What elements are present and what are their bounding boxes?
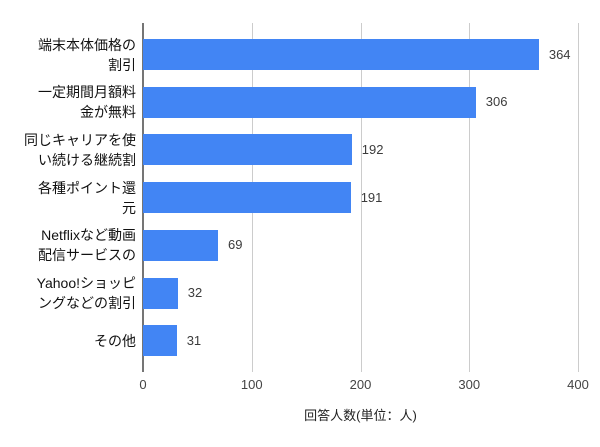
gridline [469,23,471,372]
category-label: 同じキャリアを使い続ける継続割 [0,130,136,170]
category-label: 端末本体価格の割引 [0,35,136,75]
x-tick-label: 300 [458,377,481,392]
gridline [578,23,579,372]
category-label: 各種ポイント還元 [0,178,136,218]
bar [143,86,476,118]
bar [143,277,178,309]
bar [143,325,177,357]
category-label: その他 [0,331,136,351]
x-axis-title: 回答人数(単位：人) [304,408,417,423]
category-label: Netflixなど動画 配信サービスの [0,225,136,265]
category-label: 一定期間月額料金が無料 [0,82,136,122]
category-label-line: 金が無料 [80,104,136,121]
category-label-line: 配信サービスの [38,247,136,264]
bar-value-label: 306 [485,94,508,110]
bar-value-label: 192 [361,141,384,157]
category-label-line: 端末本体価格の [38,36,136,53]
category-label: Yahoo!ショッピ ングなどの割引 [0,273,136,313]
category-label-line: ングなどの割引 [38,295,136,311]
bar-value-label: 31 [186,332,202,348]
bar [143,229,219,261]
gridline [360,23,362,372]
category-label-line: い続ける継続割 [38,151,136,168]
category-label-line: 割引 [108,56,136,73]
category-label-line: 元 [122,199,136,216]
x-tick-label: 400 [567,377,589,392]
category-label-line: Netflixなど動画 [41,227,136,244]
bar-value-label: 364 [548,46,571,62]
x-tick-label: 200 [349,377,372,392]
category-label-line: 各種ポイント還 [38,179,136,196]
bar-value-label: 32 [187,285,203,300]
bar [143,134,352,166]
category-label-line: 一定期間月額料 [38,84,136,101]
bar [143,39,539,70]
category-label-line: その他 [94,332,136,349]
bar [143,182,351,214]
category-label-line: Yahoo!ショッピ [36,275,136,291]
category-label-line: 同じキャリアを使 [24,131,136,148]
bar-value-label: 191 [360,189,383,205]
bar-value-label: 69 [228,237,243,253]
x-tick-label: 0 [139,377,147,392]
x-tick-label: 100 [240,377,263,392]
